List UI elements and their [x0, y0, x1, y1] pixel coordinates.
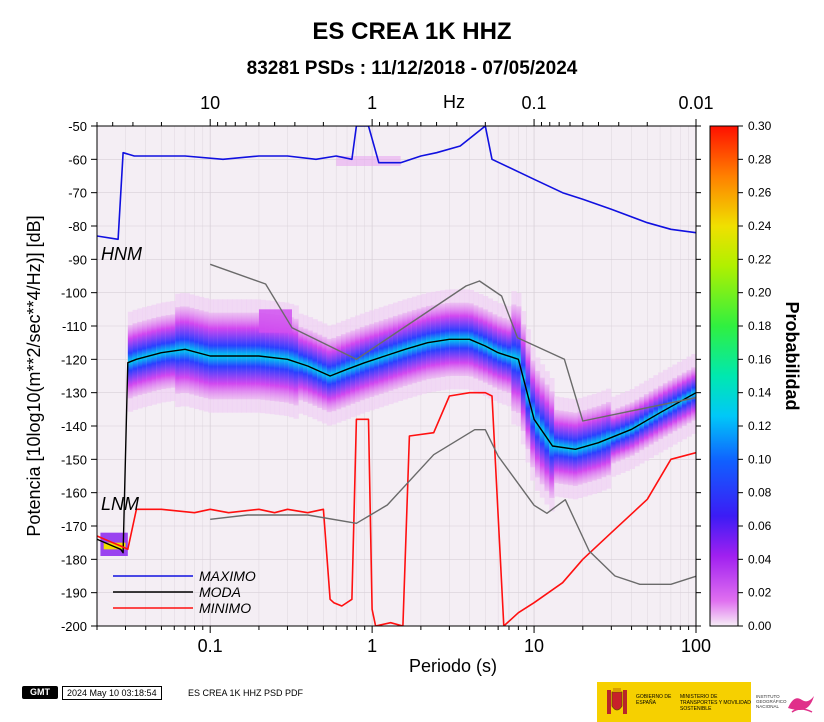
y-tick-label: -160: [61, 486, 87, 501]
y-tick-label: -180: [61, 552, 87, 567]
top-axis-label: Hz: [443, 92, 465, 112]
colorbar-tick-label: 0.20: [748, 286, 772, 300]
psd-chart: -200 -190 -180 -170 -160 -150 -140 -130 -120 -110…: [24, 92, 802, 676]
density-peak: [103, 542, 126, 550]
colorbar-tick-label: 0.24: [748, 219, 772, 233]
legend-moda-label: MODA: [199, 584, 241, 600]
colorbar: [709, 125, 739, 627]
colorbar-tick-label: 0.26: [748, 186, 772, 200]
top-tick-label: 10: [200, 93, 220, 113]
y-tick-label: -90: [68, 252, 87, 267]
plot-frame: [96, 125, 697, 627]
colorbar-tick-label: 0.10: [748, 452, 772, 466]
colorbar-tick-label: 0.14: [748, 386, 772, 400]
legend: MAXIMO MODA MINIMO: [113, 568, 256, 616]
colorbar-tick-label: 0.22: [748, 252, 772, 266]
colorbar-tick-label: 0.16: [748, 352, 772, 366]
colorbar-tick-label: 0.06: [748, 519, 772, 533]
density-plume: [258, 309, 292, 333]
chart-title: ES CREA 1K HHZ: [312, 18, 512, 45]
x-tick-label: 0.1: [198, 636, 223, 656]
footer-caption: ES CREA 1K HHZ PSD PDF: [188, 688, 304, 698]
colorbar-tick-label: 0.30: [748, 119, 772, 133]
colorbar-tick-label: 0.08: [748, 486, 772, 500]
x-axis-label: Periodo (s): [409, 656, 497, 676]
top-tick-label: 0.01: [678, 93, 713, 113]
y-tick-label: -120: [61, 352, 87, 367]
hnm-annotation: HNM: [101, 244, 142, 264]
y-tick-label: -140: [61, 419, 87, 434]
government-logo-block: [597, 682, 751, 722]
density-plume: [336, 156, 401, 166]
y-tick-label: -110: [62, 319, 87, 334]
lnm-annotation: LNM: [101, 494, 139, 514]
colorbar-label: Probabilidad: [782, 301, 802, 410]
x-tick-label: 100: [681, 636, 711, 656]
maximo-line: [97, 126, 696, 241]
colorbar-tick-label: 0.28: [748, 152, 772, 166]
colorbar-tick-label: 0.12: [748, 419, 772, 433]
x-tick-label: 10: [524, 636, 544, 656]
gov-text-2: MINISTERIO DE TRANSPORTES Y MOVILIDAD SO…: [680, 694, 751, 712]
y-tick-label: -70: [68, 186, 87, 201]
ign-text: INSTITUTO GEOGRÁFICO NACIONAL: [756, 694, 787, 709]
colorbar-tick-label: 0.18: [748, 319, 772, 333]
gmt-logo: GMT: [22, 686, 58, 699]
y-tick-label: -100: [61, 286, 87, 301]
y-tick-label: -190: [61, 586, 87, 601]
gov-text-1: GOBIERNO DE ESPAÑA: [636, 694, 672, 706]
timestamp: 2024 May 10 03:18:54: [62, 686, 162, 700]
coat-of-arms-icon: [607, 688, 627, 714]
colorbar-ticks: 0.00 0.02 0.04 0.06 0.08 0.10 0.12 0.14 0.16 0.18…: [738, 119, 772, 633]
y-axis-label: Potencia [10log10(m**2/sec**4/Hz)] [dB]: [24, 215, 44, 536]
legend-maximo-label: MAXIMO: [199, 568, 256, 584]
chart-subtitle: 83281 PSDs : 11/12/2018 - 07/05/2024: [246, 58, 578, 79]
y-tick-label: -60: [68, 152, 87, 167]
y-tick-label: -150: [61, 452, 87, 467]
x-tick-label: 1: [367, 636, 377, 656]
colorbar-tick-label: 0.04: [748, 552, 772, 566]
minimo-line: [97, 391, 696, 626]
y-tick-label: -200: [61, 619, 87, 634]
lnm-line: [210, 429, 696, 585]
moda-line: [97, 338, 696, 554]
y-tick-label: -170: [61, 519, 87, 534]
ign-logo-icon: [788, 696, 814, 713]
y-tick-label: -80: [68, 219, 87, 234]
colorbar-tick-label: 0.02: [748, 586, 772, 600]
y-tick-label: -130: [61, 386, 87, 401]
top-tick-label: 0.1: [522, 93, 547, 113]
legend-minimo-label: MINIMO: [199, 600, 251, 616]
y-tick-label: -50: [68, 119, 87, 134]
hnm-line: [209, 263, 696, 422]
top-tick-label: 1: [367, 93, 377, 113]
colorbar-tick-label: 0.00: [748, 619, 772, 633]
